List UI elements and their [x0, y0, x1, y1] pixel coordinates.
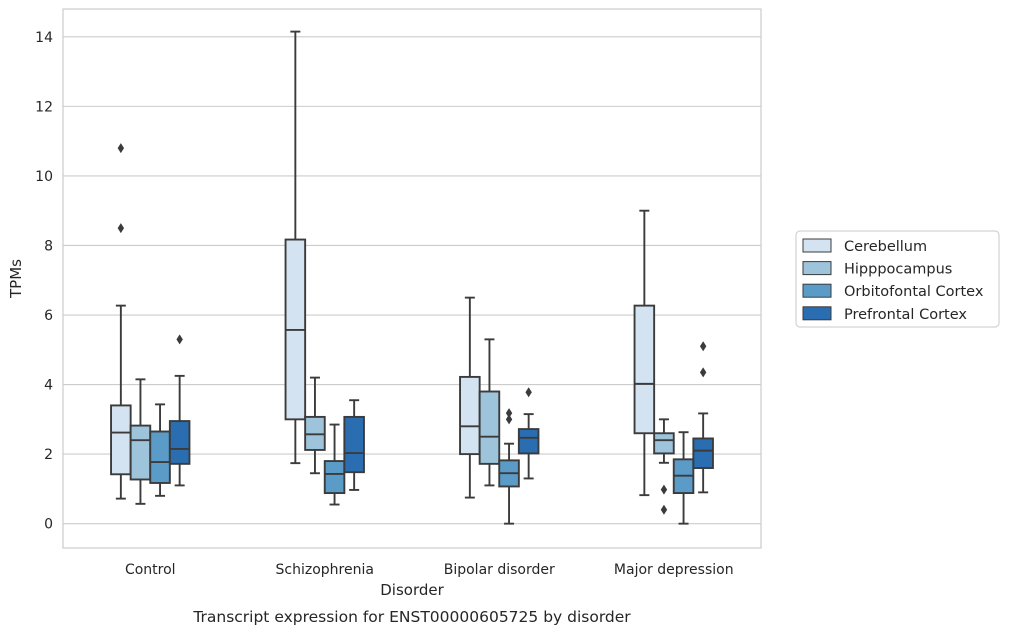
outlier-point — [505, 408, 513, 419]
box-iqr — [459, 375, 481, 456]
outlier-point — [117, 223, 125, 234]
outlier-point — [117, 143, 125, 154]
box-prefrontal-cortex-major-depression — [692, 341, 714, 494]
box-cerebellum-schizophrenia — [284, 30, 307, 465]
box-cerebellum-control — [110, 143, 132, 500]
box-prefrontal-cortex-bipolar-disorder — [517, 387, 540, 480]
y-tick-label: 12 — [35, 99, 53, 115]
legend-swatch — [802, 238, 832, 253]
plot-frame — [62, 8, 762, 549]
y-tick-label: 14 — [35, 30, 53, 46]
y-tick-label: 2 — [44, 447, 53, 463]
y-tick-label: 0 — [44, 517, 53, 533]
outlier-point — [176, 334, 183, 345]
outlier-point — [660, 484, 668, 495]
legend-label: Hipppocampus — [844, 262, 952, 278]
box-orbitofontal-cortex-schizophrenia — [323, 423, 346, 506]
x-tick-label: Bipolar disorder — [444, 562, 555, 578]
y-axis-label: TPMs — [7, 259, 25, 299]
box-iqr — [110, 404, 132, 476]
box-iqr — [517, 428, 540, 455]
outlier-point — [699, 367, 707, 378]
box-iqr — [633, 304, 656, 435]
box-iqr — [323, 460, 346, 495]
x-axis-ticks: Control Schizophrenia Bipolar disorder Majo… — [125, 562, 734, 578]
legend-label: Orbitofontal Cortex — [844, 284, 984, 300]
box-series — [110, 30, 714, 525]
outlier-point — [660, 504, 668, 515]
box-iqr — [692, 437, 714, 469]
legend-swatch — [802, 306, 832, 321]
chart-caption: Transcript expression for ENST0000060572… — [192, 608, 631, 626]
box-orbitofontal-cortex-bipolar-disorder — [498, 408, 520, 525]
box-iqr — [129, 424, 152, 481]
outlier-point — [505, 414, 513, 425]
legend-swatch — [802, 283, 832, 298]
legend-frame — [795, 230, 1000, 328]
x-axis-label: Disorder — [380, 581, 444, 599]
box-hipppocampus-control — [129, 378, 152, 505]
box-hipppocampus-schizophrenia — [304, 376, 326, 475]
box-hipppocampus-bipolar-disorder — [478, 338, 501, 487]
y-tick-label: 6 — [44, 308, 53, 324]
legend: Cerebellum Hipppocampus Orbitofontal Corte… — [795, 230, 1000, 328]
box-prefrontal-cortex-control — [168, 334, 191, 487]
y-tick-label: 8 — [44, 238, 53, 254]
legend-swatch — [802, 261, 832, 276]
box-iqr — [478, 390, 501, 465]
outlier-point — [525, 387, 532, 398]
box-iqr — [149, 430, 171, 484]
box-prefrontal-cortex-schizophrenia — [343, 399, 365, 491]
box-orbitofontal-cortex-major-depression — [672, 431, 695, 525]
outlier-point — [699, 341, 707, 352]
x-tick-label: Schizophrenia — [276, 562, 374, 578]
y-axis-ticks: 0 2 4 6 8 10 12 14 — [35, 30, 53, 533]
legend-label: Prefrontal Cortex — [844, 307, 967, 323]
legend-label: Cerebellum — [844, 239, 927, 255]
box-cerebellum-major-depression — [633, 209, 656, 497]
y-tick-label: 4 — [44, 378, 53, 394]
x-tick-label: Control — [125, 562, 176, 578]
box-orbitofontal-cortex-control — [149, 403, 171, 497]
y-tick-label: 10 — [35, 169, 53, 185]
box-iqr — [343, 415, 365, 474]
box-iqr — [653, 432, 675, 455]
box-iqr — [168, 420, 191, 465]
x-tick-label: Major depression — [614, 562, 734, 578]
box-hipppocampus-major-depression — [653, 418, 675, 515]
